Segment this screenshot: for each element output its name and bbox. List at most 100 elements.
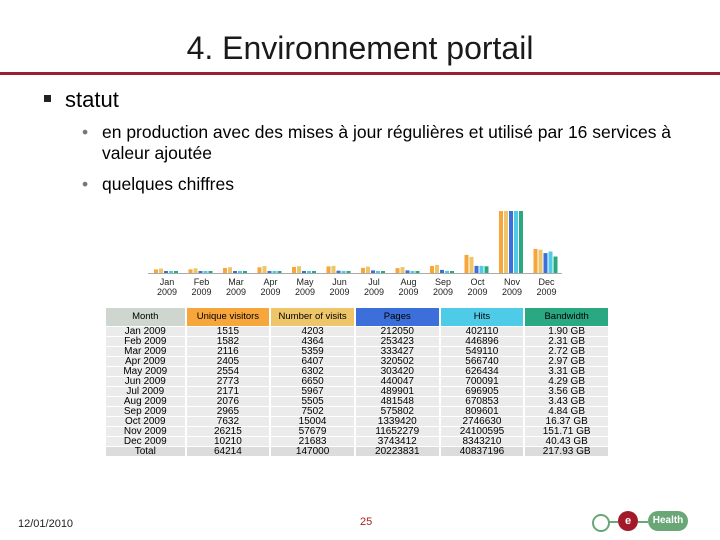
cell-month: Oct 2009 <box>106 417 185 427</box>
cell-month: May 2009 <box>106 367 185 377</box>
cell-hits: 700091 <box>440 377 524 387</box>
cell-month: Jul 2009 <box>106 387 185 397</box>
header-hits: Hits <box>440 308 524 326</box>
cell-bandwidth: 3.56 GB <box>525 387 608 397</box>
bar-pages <box>543 253 548 273</box>
bullet-dot-icon: • <box>82 122 89 142</box>
month-tick-year: 2009 <box>260 287 281 297</box>
table-row: Jan 2009 1515 4203 212050 402110 1.90 GB <box>106 327 608 337</box>
square-bullet-icon <box>44 94 51 102</box>
bar-pages <box>474 265 479 273</box>
bar-pages <box>405 270 410 273</box>
bar-number-of-visits <box>228 267 232 273</box>
bar-pages <box>164 271 168 273</box>
bar-hits <box>548 251 553 273</box>
bar-hits <box>445 270 449 273</box>
header-bandwidth: Bandwidth <box>525 308 608 326</box>
cell-hits: 696905 <box>440 387 524 397</box>
month-tick-year: 2009 <box>467 287 488 297</box>
month-tick-month: Oct <box>470 277 485 287</box>
cell-bandwidth: 3.31 GB <box>525 367 608 377</box>
month-tick-month: Jul <box>368 277 380 287</box>
month-tick-year: 2009 <box>191 287 212 297</box>
month-tick-month: Jan <box>159 277 175 287</box>
bar-unique-visitors <box>223 268 227 273</box>
logo-health-badge: Health <box>648 511 688 531</box>
bar-number-of-visits <box>504 211 508 273</box>
cell-bandwidth: 1.90 GB <box>525 327 608 337</box>
bar-hits <box>307 271 311 273</box>
bar-number-of-visits <box>435 264 439 273</box>
bar-pages <box>267 271 272 273</box>
table-row: Mar 2009 2116 5359 333427 549110 2.72 GB <box>106 347 608 357</box>
total-unique-visitors: 64214 <box>186 447 270 457</box>
table-row: Aug 2009 2076 5505 481548 670853 3.43 GB <box>106 397 608 407</box>
cell-unique-visitors: 2116 <box>186 347 270 357</box>
cell-unique-visitors: 2405 <box>186 357 270 367</box>
bar-pages <box>509 211 513 273</box>
bar-pages <box>336 270 341 273</box>
month-tick-year: 2009 <box>294 287 316 297</box>
cell-pages: 3743412 <box>355 437 439 447</box>
cell-unique-visitors: 2076 <box>186 397 270 407</box>
bar-number-of-visits <box>262 266 267 273</box>
bar-number-of-visits <box>366 266 370 273</box>
cell-unique-visitors: 2965 <box>186 407 270 417</box>
month-tick-label: Aug 2009 <box>392 277 426 297</box>
cell-pages: 1339420 <box>355 417 439 427</box>
footer-date: 12/01/2010 <box>18 518 74 530</box>
bar-hits <box>376 271 380 273</box>
bar-unique-visitors <box>292 267 296 273</box>
bar-bandwidth <box>381 271 385 273</box>
month-tick-month: Dec <box>538 277 555 287</box>
cell-hits: 446896 <box>440 337 524 347</box>
bar-hits <box>169 271 173 273</box>
total-pages: 20223831 <box>355 447 439 457</box>
table-row: Feb 2009 1582 4364 253423 446896 2.31 GB <box>106 337 608 347</box>
bar-unique-visitors <box>326 266 331 273</box>
month-tick-label: Nov 2009 <box>495 277 529 297</box>
cell-number-of-visits: 5505 <box>271 397 354 407</box>
cell-bandwidth: 3.43 GB <box>525 397 608 407</box>
cell-bandwidth: 2.31 GB <box>525 337 608 347</box>
logo-e-badge: e <box>618 511 638 531</box>
cell-number-of-visits: 6302 <box>271 367 354 377</box>
table-row: Oct 2009 7632 15004 1339420 2746630 16.37 GB <box>106 417 608 427</box>
bullet-dot-icon: • <box>82 174 89 194</box>
cell-pages: 320502 <box>355 357 439 367</box>
ehealth-logo: e Health <box>590 506 700 536</box>
month-tick-label: Apr 2009 <box>254 277 288 297</box>
cell-unique-visitors: 10210 <box>186 437 270 447</box>
cell-number-of-visits: 5359 <box>271 347 354 357</box>
month-tick-month: Sep <box>434 277 451 287</box>
cell-bandwidth: 2.97 GB <box>525 357 608 367</box>
month-tick-label: May 2009 <box>288 277 322 297</box>
month-tick-label: Jun 2009 <box>323 277 357 297</box>
bar-hits <box>479 265 484 273</box>
month-tick-month: Feb <box>193 277 210 287</box>
cell-number-of-visits: 21683 <box>271 437 354 447</box>
bar-unique-visitors <box>154 269 158 273</box>
cell-hits: 549110 <box>440 347 524 357</box>
month-tick-year: 2009 <box>156 287 178 297</box>
cell-pages: 489901 <box>355 387 439 397</box>
cell-bandwidth: 4.29 GB <box>525 377 608 387</box>
month-tick-month: Mar <box>228 277 244 287</box>
header-number-of-visits: Number of visits <box>271 308 354 326</box>
cell-unique-visitors: 1515 <box>186 327 270 337</box>
bar-chart-canvas <box>148 211 562 274</box>
cell-hits: 402110 <box>440 327 524 337</box>
cell-number-of-visits: 6650 <box>271 377 354 387</box>
cell-month: Apr 2009 <box>106 357 185 367</box>
bar-unique-visitors <box>361 267 365 273</box>
month-tick-year: 2009 <box>225 287 247 297</box>
sub-bullet-production-text: en production avec des mises à jour régu… <box>102 122 672 163</box>
cell-month: Nov 2009 <box>106 427 185 437</box>
bar-hits <box>410 271 415 273</box>
cell-unique-visitors: 1582 <box>186 337 270 347</box>
bar-unique-visitors <box>257 267 262 273</box>
cell-unique-visitors: 2554 <box>186 367 270 377</box>
cell-pages: 575802 <box>355 407 439 417</box>
bar-number-of-visits <box>159 268 163 273</box>
month-tick-month: Apr <box>263 277 278 287</box>
